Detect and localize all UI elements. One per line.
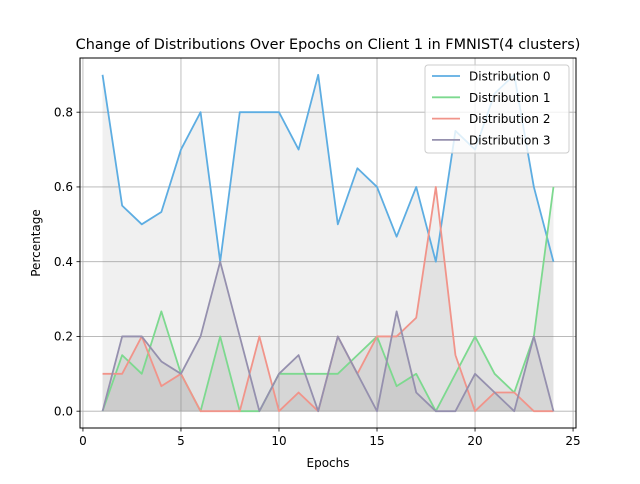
y-axis-ticks: 0.0 0.2 0.4 0.6 0.8 xyxy=(54,105,80,418)
series-line-3 xyxy=(101,260,555,413)
legend: Distribution 0 Distribution 1 Distribution… xyxy=(424,64,570,154)
y-tick-label: 0.2 xyxy=(54,330,73,344)
series-area-fill-2 xyxy=(102,186,554,412)
series-area-fill-1 xyxy=(102,186,554,412)
series-area-fill-3 xyxy=(102,261,554,412)
legend-box xyxy=(424,64,570,154)
legend-label-2: Distribution 2 xyxy=(469,112,550,126)
legend-label-3: Distribution 3 xyxy=(469,133,550,147)
chart-title: Change of Distributions Over Epochs on C… xyxy=(76,37,581,53)
legend-label-0: Distribution 0 xyxy=(469,70,550,84)
x-tick-label: 15 xyxy=(369,434,384,448)
y-axis-label: Percentage xyxy=(29,209,43,277)
x-tick-label: 25 xyxy=(565,434,580,448)
y-tick-label: 0.4 xyxy=(54,255,73,269)
y-tick-label: 0.0 xyxy=(54,404,73,418)
x-axis-label: Epochs xyxy=(307,456,350,470)
y-tick-label: 0.6 xyxy=(54,180,73,194)
legend-entries: Distribution 0 Distribution 1 Distribution… xyxy=(432,70,550,147)
y-tick-label: 0.8 xyxy=(54,105,73,119)
x-axis-ticks: 0 5 10 15 20 25 xyxy=(79,428,581,448)
area-fills xyxy=(102,74,554,412)
x-tick-label: 20 xyxy=(467,434,482,448)
series-area-fill-0 xyxy=(102,74,554,412)
x-tick-label: 10 xyxy=(271,434,286,448)
axes-frame xyxy=(79,57,577,429)
x-tick-label: 0 xyxy=(79,434,87,448)
x-tick-label: 5 xyxy=(177,434,185,448)
legend-label-1: Distribution 1 xyxy=(469,91,550,105)
